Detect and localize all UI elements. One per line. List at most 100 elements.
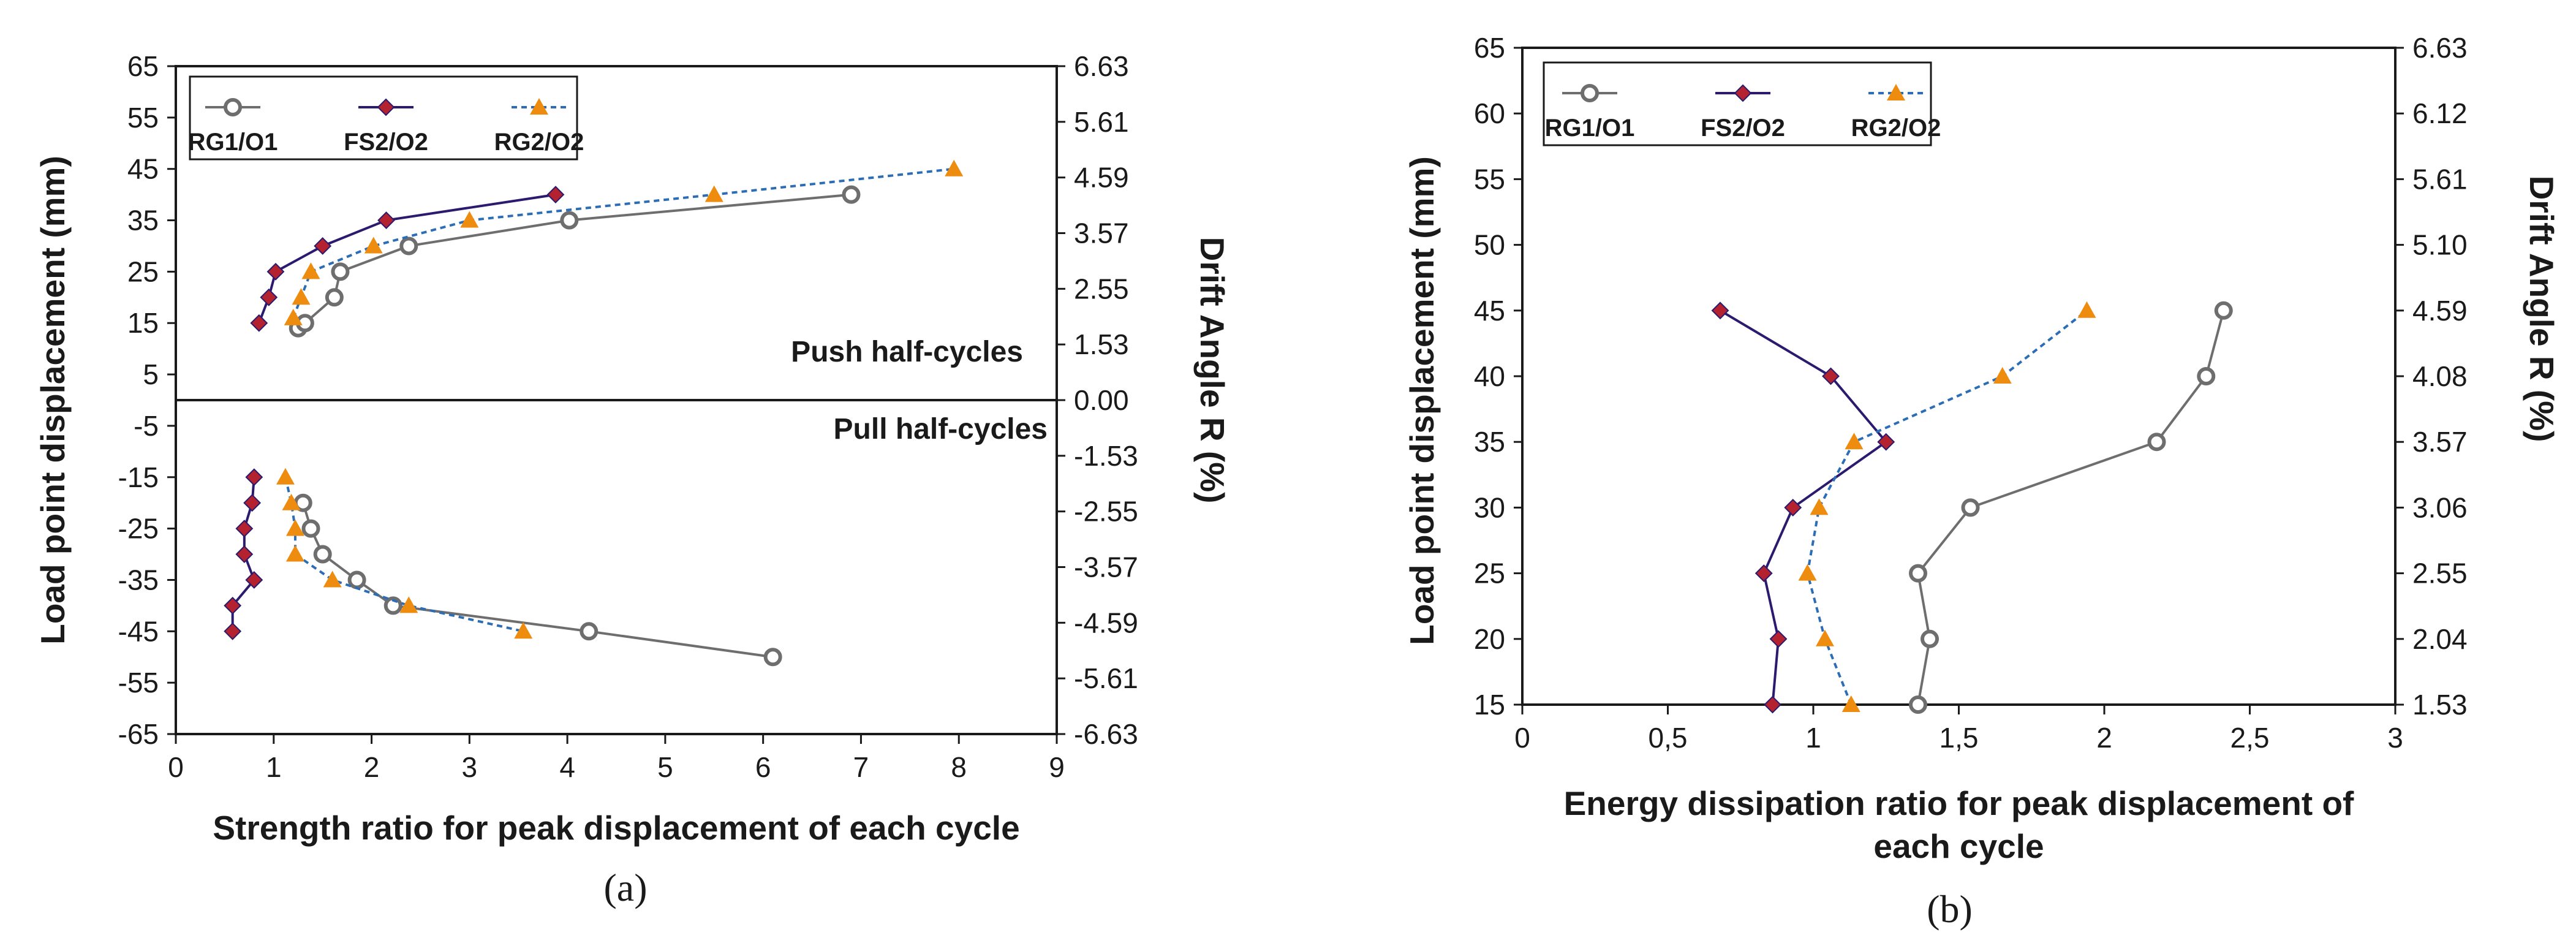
panel-b-y-tick-label: 45 [1474, 295, 1505, 327]
panel-b-fs2-point [1784, 498, 1802, 517]
panel-b-rg2-point [1841, 695, 1860, 712]
panel-b-rg1-point [1921, 629, 1939, 648]
panel-a-fs2-pull-point [224, 622, 242, 640]
panel-b-y2-tick-label: 5.61 [2412, 163, 2468, 195]
panel-a-y2-tick-label: -6.63 [1074, 718, 1138, 750]
panel-a-x-axis-title: Strength ratio for peak displacement of … [213, 809, 1019, 847]
panel-a-y-tick-label: 15 [127, 307, 159, 339]
panel-b-y-tick-label: 60 [1474, 97, 1505, 129]
panel-b-y2-tick-label: 2.04 [2412, 623, 2468, 655]
panel-b-rg2-point [1798, 564, 1817, 581]
panel-a-rg1-pull-point [763, 648, 782, 667]
panel-b-y2-tick-label: 6.12 [2412, 97, 2468, 129]
panel-a-rg2-pull-point [285, 519, 304, 536]
panel-a-y2-tick-label: -4.59 [1074, 607, 1138, 638]
panel-b-fs2-line [1719, 309, 1888, 705]
panel-a-y-tick-label: -45 [118, 615, 159, 647]
panel-b-x-tick-label: 1 [1805, 722, 1821, 754]
panel-a-fs2-pull-point [235, 520, 254, 538]
panel-a-y-tick-label: -5 [134, 410, 159, 442]
panel-a-y-tick-label: 5 [143, 358, 159, 390]
panel-a-chart: 0 1 2 3 4 5 6 7 8 96555453525155-5-15-25-35-45-55… [34, 50, 1231, 909]
panel-a-y2-tick-label: -3.57 [1074, 551, 1138, 583]
panel-a-fs2-push-point [250, 314, 268, 332]
panel-a-label: (a) [603, 866, 647, 909]
panel-b-y2-tick-label: 1.53 [2412, 689, 2468, 721]
panel-b-rg2-point [1845, 433, 1864, 450]
panel-a-y2-tick-label: 0.00 [1074, 384, 1129, 416]
panel-b-legend-marker-rg2 [1887, 84, 1905, 100]
panel-a-rg2-pull-point [285, 545, 304, 562]
panel-a-y2-tick-label: 5.61 [1074, 106, 1129, 138]
panel-a-x-tick-label: 4 [559, 751, 575, 783]
panel-a-y2-tick-label: 4.59 [1074, 162, 1129, 194]
panel-b-legend-box [1543, 61, 1932, 146]
panel-a-y2-tick-label: 2.55 [1074, 273, 1129, 305]
panel-b-x-tick-label: 0,5 [1649, 722, 1688, 754]
panel-b-rg1-point [2147, 433, 2166, 452]
panel-b-rg1-point [2214, 301, 2233, 320]
panel-b-y2-axis-title: Drift Angle R (%) [2523, 176, 2561, 442]
panel-b-rg2-point [1993, 367, 2012, 384]
panel-b-y-tick-label: 15 [1474, 689, 1505, 721]
panel-a-fs2-pull-point [243, 494, 262, 512]
panel-a-fs2-push-point [546, 186, 565, 204]
panel-b-rg2-point [2077, 301, 2096, 318]
panel-b-y-axis-title: Load point displacement (mm) [1403, 156, 1441, 645]
panel-a-legend-marker-rg2 [530, 98, 548, 115]
panel-b-plot-frame [1521, 47, 2397, 706]
panel-b-label: (b) [1927, 887, 1973, 931]
panel-b-x-tick-label: 0 [1514, 722, 1530, 754]
panel-a-rg2-pull-point [399, 596, 418, 613]
panel-b-y2-tick-label: 4.08 [2412, 360, 2468, 392]
panel-a-legend-marker-fs2 [377, 98, 395, 116]
panel-b-x-tick-label: 1,5 [1940, 722, 1979, 754]
panel-b-x-axis-title-line2: each cycle [1873, 827, 2044, 865]
panel-b-fs2-point [1769, 630, 1788, 648]
panel-b-rg1-point [1909, 695, 1927, 714]
panel-b-rg1-point [2197, 367, 2216, 385]
panel-a-y-tick-label: 65 [127, 50, 159, 82]
panel-a-y-tick-label: -15 [118, 461, 159, 493]
panel-b-y-tick-label: 40 [1474, 360, 1505, 392]
panel-a-rg2-push-point [292, 288, 311, 305]
panel-b-legend-marker-rg1 [1581, 84, 1599, 102]
panel-a-y-tick-label: -35 [118, 564, 159, 596]
panel-a-y-tick-label: 45 [127, 153, 159, 185]
panel-a-legend-box [189, 75, 578, 161]
panel-a-legend-label-fs2: FS2/O2 [344, 129, 428, 156]
panel-b-rg2-point [1810, 498, 1829, 515]
panel-a-rg1-pull-line [301, 502, 773, 659]
panel-a-fs2-pull-point [235, 545, 254, 563]
panel-a-y-tick-label: 55 [127, 102, 159, 134]
panel-a-y2-tick-label: 3.57 [1074, 218, 1129, 249]
panel-a-fs2-push-point [377, 211, 395, 229]
panel-b-legend-label-rg2: RG2/O2 [1851, 115, 1941, 142]
panel-b-fs2-point [1754, 564, 1773, 583]
panel-b-fs2-point [1822, 367, 1840, 385]
panel-a-fs2-pull-point [245, 571, 263, 589]
panel-a-legend-label-rg1: RG1/O1 [188, 129, 278, 156]
panel-b-y2-tick-label: 6.63 [2412, 32, 2468, 64]
panel-a-fs2-push-point [266, 262, 285, 281]
panel-b-x-tick-label: 2 [2096, 722, 2112, 754]
panel-b-rg2-point [1816, 629, 1834, 646]
panel-a-x-tick-label: 8 [951, 751, 967, 783]
panel-a-y-tick-label: -25 [118, 513, 159, 545]
panel-a-legend-marker-rg1 [224, 98, 242, 116]
panel-a-rg2-push-point [945, 159, 964, 176]
panel-a-rg2-push-point [301, 262, 320, 279]
panel-a-x-tick-label: 1 [266, 751, 282, 783]
panel-b-legend-label-rg1: RG1/O1 [1545, 115, 1635, 142]
panel-b-y2-tick-label: 4.59 [2412, 295, 2468, 327]
panel-b-chart: 0 0,5 1 1,5 2 2,5 3 65 60 55 50 45 40 35 30 25 20 15 6.63 6… [1403, 32, 2561, 931]
panel-a-y-tick-label: -65 [118, 718, 159, 750]
panel-a-x-tick-label: 2 [364, 751, 380, 783]
panel-a-pull-annotation: Pull half-cycles [834, 413, 1048, 445]
panel-a-fs2-pull-point [245, 468, 263, 487]
panel-a-fs2-push-point [260, 288, 278, 306]
panel-b-y2-tick-label: 2.55 [2412, 558, 2468, 589]
panel-a-rg1-pull-point [580, 622, 599, 641]
panel-b-y-tick-label: 55 [1474, 163, 1505, 195]
